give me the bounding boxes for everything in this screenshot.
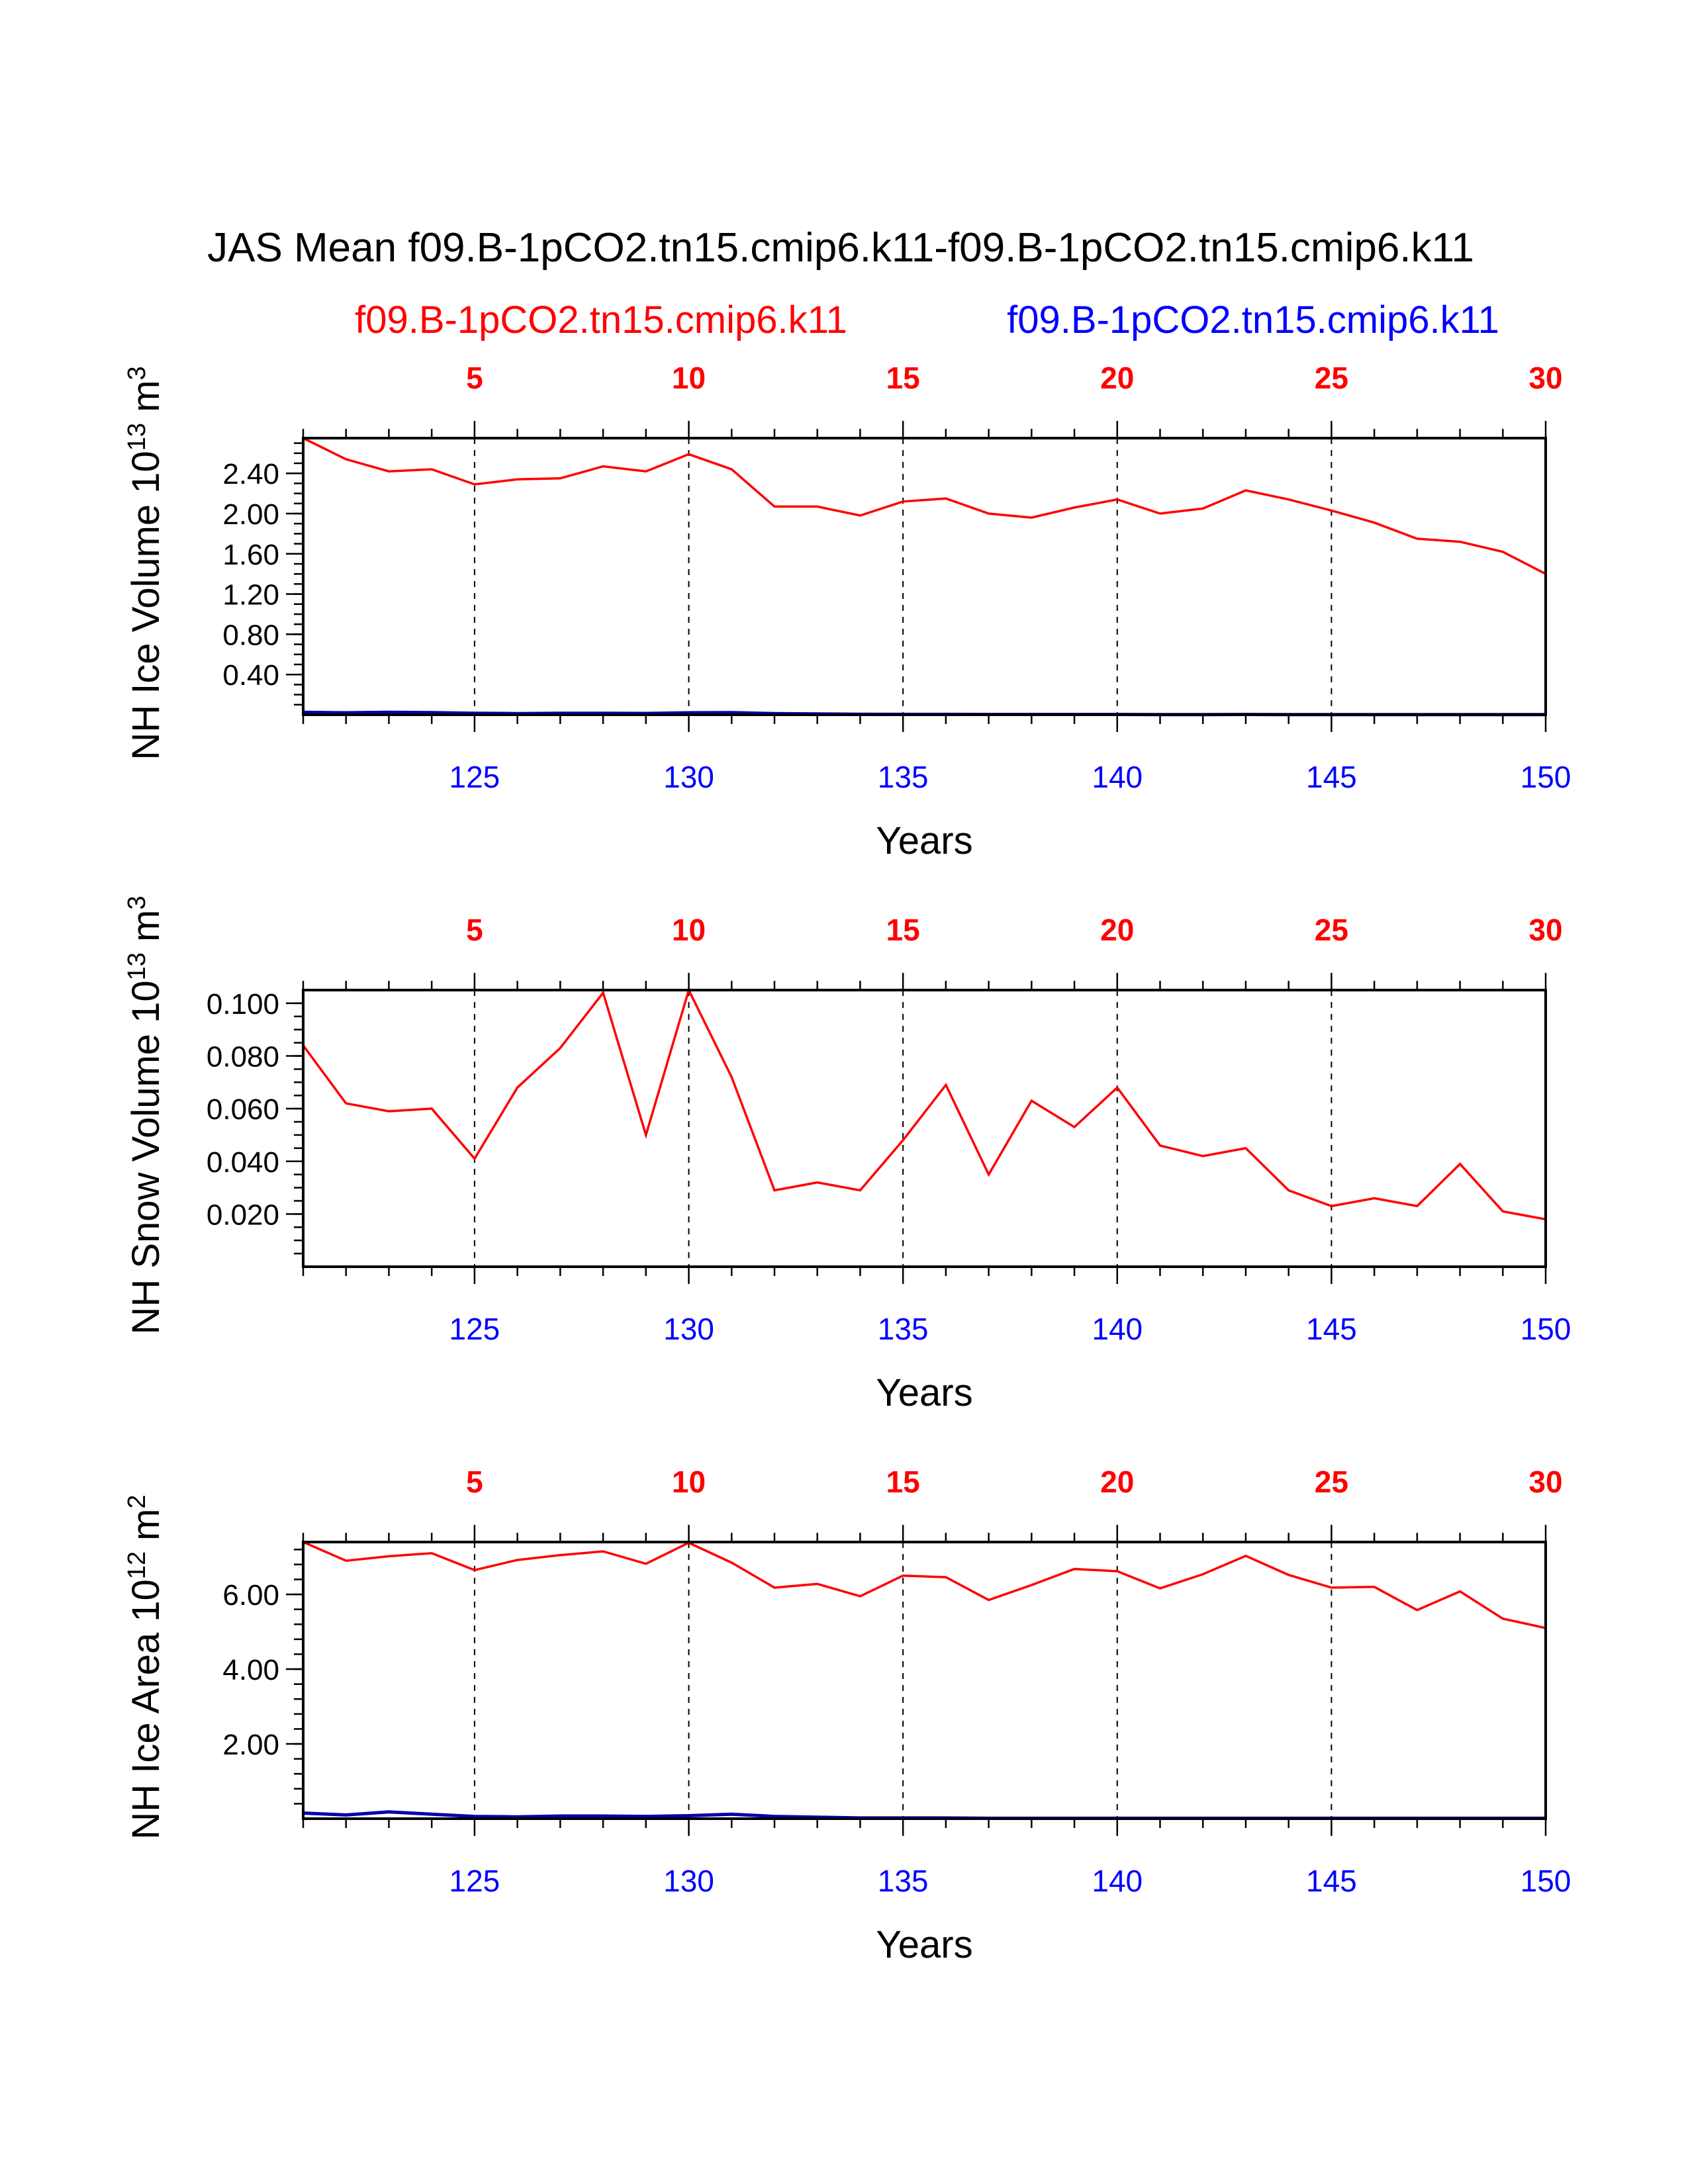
y-axis-title-unit-exponent: 3 <box>123 366 151 380</box>
panel-3: 125 130 135 140 145 150 5 10 15 20 25 30 2.00 4.00 6.0… <box>123 1465 1571 1966</box>
x-tick-label-top: 30 <box>1528 913 1562 947</box>
y-axis-title-unit-exponent: 2 <box>123 1494 151 1508</box>
y-axis-title-unit: m <box>124 910 167 952</box>
panel-2: 125 130 135 140 145 150 5 10 15 20 25 30 0.020 0.040 0… <box>123 895 1571 1414</box>
y-axis-title-unit-exponent: 3 <box>123 895 151 909</box>
y-axis-title-exponent: 12 <box>123 1551 151 1579</box>
x-tick-label-bottom: 130 <box>663 760 714 794</box>
y-tick-label: 1.20 <box>222 579 279 612</box>
y-tick-label: 0.060 <box>207 1093 279 1126</box>
y-tick-label: 2.40 <box>222 458 279 490</box>
x-tick-label-top: 15 <box>886 913 920 947</box>
x-tick-label-bottom: 140 <box>1092 760 1143 794</box>
x-tick-label-bottom: 125 <box>449 1312 500 1346</box>
x-tick-label-bottom: 140 <box>1092 1864 1143 1898</box>
y-axis-title-unit: m <box>124 1509 167 1551</box>
y-tick-label: 6.00 <box>222 1579 279 1612</box>
x-tick-label-top: 10 <box>672 913 706 947</box>
y-axis-title: NH Ice Volume 1013 m3 <box>123 366 167 760</box>
x-tick-label-top: 20 <box>1100 1465 1134 1499</box>
x-tick-label-bottom: 150 <box>1521 1312 1571 1346</box>
y-tick-label: 2.00 <box>222 498 279 531</box>
x-tick-label-bottom: 140 <box>1092 1312 1143 1346</box>
x-tick-label-top: 15 <box>886 1465 920 1499</box>
series-line-case-a <box>303 437 1546 575</box>
y-tick-label: 0.080 <box>207 1041 279 1073</box>
series-line-case-b <box>303 1810 1546 1820</box>
y-axis-title-exponent: 13 <box>123 423 151 451</box>
x-tick-label-top: 25 <box>1315 913 1348 947</box>
x-tick-label-top: 5 <box>466 913 483 947</box>
x-tick-label-top: 5 <box>466 1465 483 1499</box>
x-tick-label-bottom: 135 <box>878 760 929 794</box>
x-tick-label-bottom: 150 <box>1521 1864 1571 1898</box>
y-tick-label: 0.020 <box>207 1199 279 1231</box>
y-tick-label: 4.00 <box>222 1654 279 1686</box>
y-axis-title: NH Snow Volume 1013 m3 <box>123 895 167 1334</box>
plot-frame <box>302 1541 1547 1820</box>
y-axis-title-main: NH Ice Area 10 <box>124 1579 167 1839</box>
x-tick-label-bottom: 125 <box>449 760 500 794</box>
y-tick-label: 0.40 <box>222 659 279 692</box>
x-tick-label-top: 20 <box>1100 361 1134 395</box>
x-tick-label-bottom: 145 <box>1306 1864 1357 1898</box>
y-axis-title: NH Ice Area 1012 m2 <box>123 1494 167 1839</box>
x-tick-label-bottom: 135 <box>878 1864 929 1898</box>
x-tick-label-bottom: 130 <box>663 1864 714 1898</box>
y-tick-label: 0.100 <box>207 988 279 1021</box>
x-tick-label-top: 5 <box>466 361 483 395</box>
series-line-case-a <box>303 1541 1546 1629</box>
y-tick-label: 2.00 <box>222 1729 279 1761</box>
y-tick-label: 1.60 <box>222 539 279 571</box>
x-tick-label-bottom: 125 <box>449 1864 500 1898</box>
x-tick-label-bottom: 135 <box>878 1312 929 1346</box>
x-tick-label-top: 30 <box>1528 361 1562 395</box>
y-tick-label: 0.040 <box>207 1146 279 1179</box>
x-tick-label-bottom: 145 <box>1306 1312 1357 1346</box>
y-axis-title-exponent: 13 <box>123 952 151 980</box>
x-tick-label-bottom: 145 <box>1306 760 1357 794</box>
x-tick-label-top: 10 <box>672 361 706 395</box>
legend-right-label: f09.B-1pCO2.tn15.cmip6.k11 <box>1007 298 1499 341</box>
y-axis-title-main: NH Ice Volume 10 <box>124 451 167 760</box>
legend-left-label: f09.B-1pCO2.tn15.cmip6.k11 <box>355 298 847 341</box>
x-tick-label-top: 10 <box>672 1465 706 1499</box>
x-tick-label-top: 25 <box>1315 1465 1348 1499</box>
x-tick-label-bottom: 130 <box>663 1312 714 1346</box>
x-tick-label-top: 20 <box>1100 913 1134 947</box>
y-axis-title-main: NH Snow Volume 10 <box>124 980 167 1334</box>
x-tick-label-top: 30 <box>1528 1465 1562 1499</box>
x-tick-label-bottom: 150 <box>1521 760 1571 794</box>
series-line-case-a <box>302 987 1546 1221</box>
y-axis-title-unit: m <box>124 380 167 422</box>
x-axis-title: Years <box>876 1371 972 1414</box>
x-tick-label-top: 25 <box>1315 361 1348 395</box>
plot-frame <box>302 437 1547 716</box>
x-axis-title: Years <box>876 819 972 862</box>
x-tick-label-top: 15 <box>886 361 920 395</box>
y-tick-label: 0.80 <box>222 619 279 651</box>
x-axis-title: Years <box>876 1923 972 1966</box>
figure-title: JAS Mean f09.B-1pCO2.tn15.cmip6.k11-f09.… <box>207 225 1474 271</box>
panel-1: 125 130 135 140 145 150 5 10 15 20 25 30 0.40 0.80 1.2… <box>123 361 1571 862</box>
plot-frame <box>302 989 1547 1268</box>
